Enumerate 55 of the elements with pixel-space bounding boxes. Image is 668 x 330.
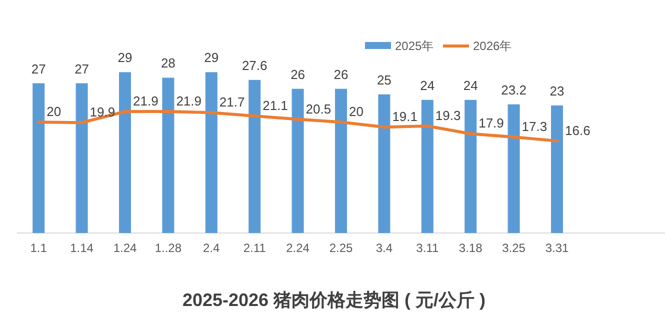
- x-tick-label: 3.25: [502, 241, 526, 255]
- legend-label: 2026年: [473, 39, 512, 53]
- bar: [292, 88, 304, 233]
- x-tick-label: 3.31: [545, 241, 569, 255]
- x-tick-label: 1..28: [154, 241, 182, 255]
- data-label: 27: [74, 61, 90, 76]
- x-tick-label: 1.1: [30, 241, 48, 255]
- text: 2025-2026 猪肉价格走势图 ( 元/公斤 ): [182, 290, 486, 310]
- x-tick-label: 2.24: [286, 241, 310, 255]
- bar: [421, 100, 434, 233]
- legend-label: 2025年: [395, 39, 434, 53]
- data-label: 17.3: [522, 119, 548, 134]
- data-label: 23.2: [501, 82, 526, 98]
- data-label: 24: [420, 78, 435, 93]
- bar: [162, 78, 174, 233]
- bar: [32, 83, 45, 233]
- bar: [205, 72, 218, 233]
- data-label: 21.7: [219, 94, 245, 110]
- x-tick-label: 3.18: [458, 241, 483, 255]
- data-label: 19.9: [90, 104, 116, 120]
- data-label: 21.1: [262, 98, 288, 113]
- x-tick-label: 3.4: [376, 241, 393, 255]
- bar: [464, 100, 477, 233]
- data-label: 29: [118, 50, 132, 66]
- data-label: 20: [46, 104, 62, 120]
- x-tick-label: 2.4: [203, 241, 220, 255]
- x-tick-label: 1.24: [113, 241, 137, 255]
- x-tick-label: 3.11: [416, 241, 439, 255]
- data-label: 16.6: [565, 122, 590, 138]
- data-label: 21.9: [176, 94, 202, 109]
- data-label: 20.5: [306, 101, 332, 116]
- bar: [335, 88, 347, 233]
- data-label: 19.1: [392, 109, 418, 124]
- data-label: 28: [160, 56, 176, 71]
- data-label: 29: [204, 50, 219, 66]
- bar: [248, 80, 261, 233]
- data-label: 25: [376, 72, 392, 88]
- data-label: 23: [550, 83, 564, 98]
- data-label: 20: [349, 104, 364, 120]
- bar: [508, 104, 520, 233]
- bar: [119, 72, 131, 233]
- data-label: 21.9: [133, 94, 158, 109]
- x-tick-label: 2.25: [329, 241, 353, 255]
- data-label: 27.6: [242, 58, 268, 73]
- x-tick-label: 2.11: [243, 241, 266, 255]
- data-label: 17.9: [478, 116, 504, 131]
- bar: [378, 94, 390, 233]
- data-label: 24: [463, 78, 478, 93]
- data-label: 26: [334, 66, 348, 82]
- data-label: 19.3: [435, 108, 461, 123]
- bar: [76, 83, 88, 233]
- data-label: 26: [290, 66, 306, 82]
- x-tick-label: 1.14: [70, 241, 94, 255]
- data-label: 27: [31, 61, 46, 76]
- bar: [551, 105, 563, 233]
